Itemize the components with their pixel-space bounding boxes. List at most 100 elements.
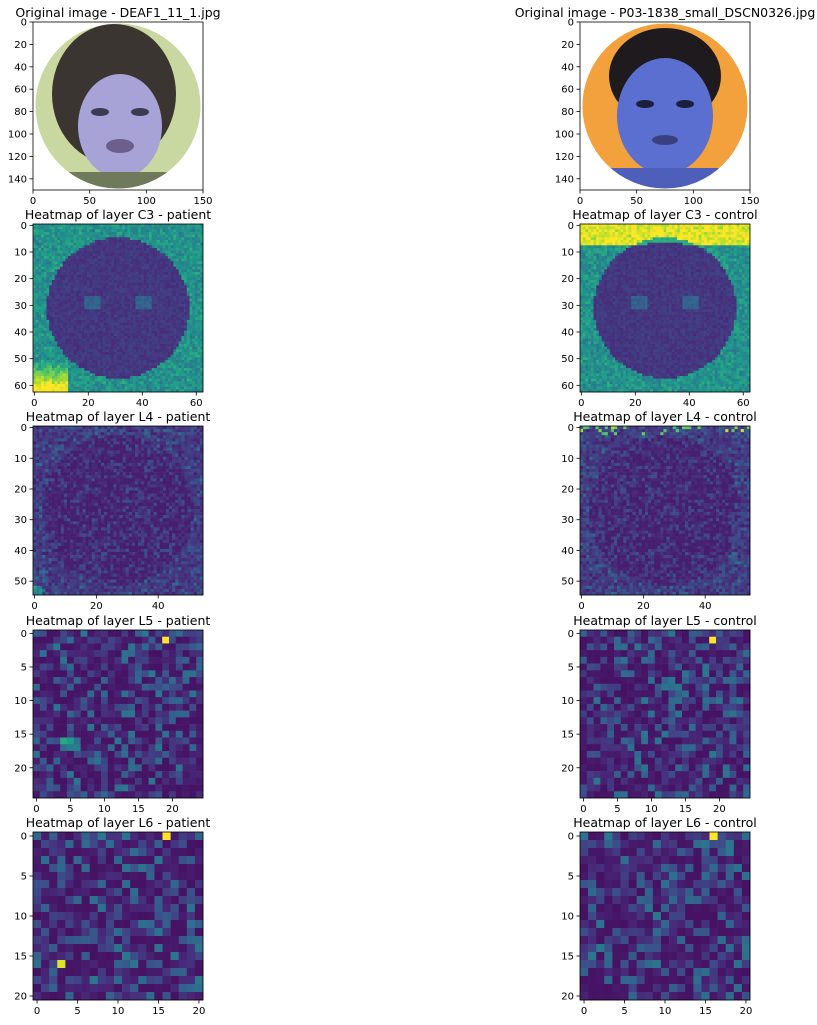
y-tick-label: 0 [568,423,574,434]
x-tick-label: 5 [74,1006,80,1017]
y-tick-label: 60 [14,85,27,96]
panel-title: Original image - DEAF1_11_1.jpg [15,5,220,20]
x-tick-label: 40 [152,601,165,612]
y-tick-label: 140 [555,174,574,185]
y-tick-label: 60 [14,381,27,392]
y-tick-label: 20 [14,274,27,285]
y-tick-label: 20 [14,40,27,51]
x-tick-label: 20 [90,601,103,612]
panel-title: Heatmap of layer L6 - patient [26,815,211,830]
y-tick-label: 0 [21,423,27,434]
x-tick-label: 40 [699,601,712,612]
panel-8: Heatmap of layer L6 - patient 0 5 10 15 20 0 5 1… [14,815,210,1017]
x-tick-label: 0 [580,804,586,815]
y-tick-label: 20 [14,992,27,1003]
face-photo [582,23,748,189]
y-tick-label: 30 [561,515,574,526]
y-tick-label: 60 [561,85,574,96]
y-tick-label: 0 [568,221,574,232]
heatmap-cells [580,832,751,1001]
x-tick-label: 15 [679,804,692,815]
x-tick-label: 50 [630,196,643,207]
x-tick-label: 0 [581,1006,587,1017]
panel-title: Heatmap of layer L6 - control [573,815,756,830]
panel-title: Heatmap of layer L4 - control [573,409,756,424]
x-tick-label: 5 [614,804,620,815]
x-tick-label: 20 [637,601,650,612]
y-tick-label: 5 [21,662,27,673]
y-tick-label: 40 [14,62,27,73]
y-tick-label: 50 [561,354,574,365]
y-tick-label: 30 [14,515,27,526]
y-tick-label: 40 [561,328,574,339]
y-tick-label: 20 [561,484,574,495]
x-tick-label: 10 [659,1006,672,1017]
y-tick-label: 60 [561,381,574,392]
y-tick-label: 15 [14,730,27,741]
axes-frame [32,629,204,799]
y-tick-label: 30 [14,301,27,312]
x-tick-label: 100 [137,196,156,207]
x-tick-label: 20 [82,398,95,409]
panel-title: Heatmap of layer L5 - patient [26,613,211,628]
y-tick-label: 5 [568,872,574,883]
x-tick-label: 15 [152,1006,165,1017]
y-tick-label: 0 [21,629,27,640]
x-tick-label: 10 [98,804,111,815]
y-tick-label: 0 [568,832,574,843]
y-tick-label: 15 [561,730,574,741]
y-tick-label: 20 [561,763,574,774]
panel-title: Original image - P03-1838_small_DSCN0326… [515,5,816,20]
y-tick-label: 0 [21,221,27,232]
y-tick-label: 0 [21,832,27,843]
x-tick-label: 0 [31,601,37,612]
x-tick-label: 40 [683,398,696,409]
y-tick-label: 30 [561,301,574,312]
axes-frame [579,223,751,393]
y-tick-label: 10 [561,912,574,923]
y-tick-label: 10 [14,696,27,707]
y-tick-label: 5 [21,872,27,883]
y-tick-label: 10 [14,912,27,923]
y-tick-label: 15 [561,952,574,963]
panel-title: Heatmap of layer L4 - patient [26,409,211,424]
x-tick-label: 20 [713,804,726,815]
y-tick-label: 5 [568,662,574,673]
y-tick-label: 0 [568,18,574,29]
x-tick-label: 0 [31,398,37,409]
x-tick-label: 10 [645,804,658,815]
y-tick-label: 50 [561,577,574,588]
panel-1: Original image - P03-1838_small_DSCN0326… [515,5,816,207]
panel-title: Heatmap of layer C3 - patient [25,207,211,222]
x-tick-label: 150 [193,196,212,207]
y-tick-label: 10 [561,454,574,465]
panel-title: Heatmap of layer C3 - control [572,207,757,222]
axes-frame [32,425,204,596]
x-tick-label: 10 [112,1006,125,1017]
axes-frame [32,21,204,191]
y-tick-label: 10 [561,248,574,259]
y-tick-label: 10 [14,454,27,465]
x-tick-label: 60 [190,398,203,409]
y-tick-label: 20 [14,763,27,774]
x-tick-label: 15 [699,1006,712,1017]
y-tick-label: 20 [14,484,27,495]
heatmap-cells [580,426,751,596]
heatmap-cells [580,224,751,393]
y-tick-label: 0 [568,629,574,640]
y-tick-label: 80 [561,107,574,118]
x-tick-label: 15 [132,804,145,815]
heatmap-cells [33,426,204,596]
x-tick-label: 50 [83,196,96,207]
y-tick-label: 20 [561,992,574,1003]
y-tick-label: 10 [14,248,27,259]
x-tick-label: 20 [166,804,179,815]
axes-frame [32,223,204,393]
